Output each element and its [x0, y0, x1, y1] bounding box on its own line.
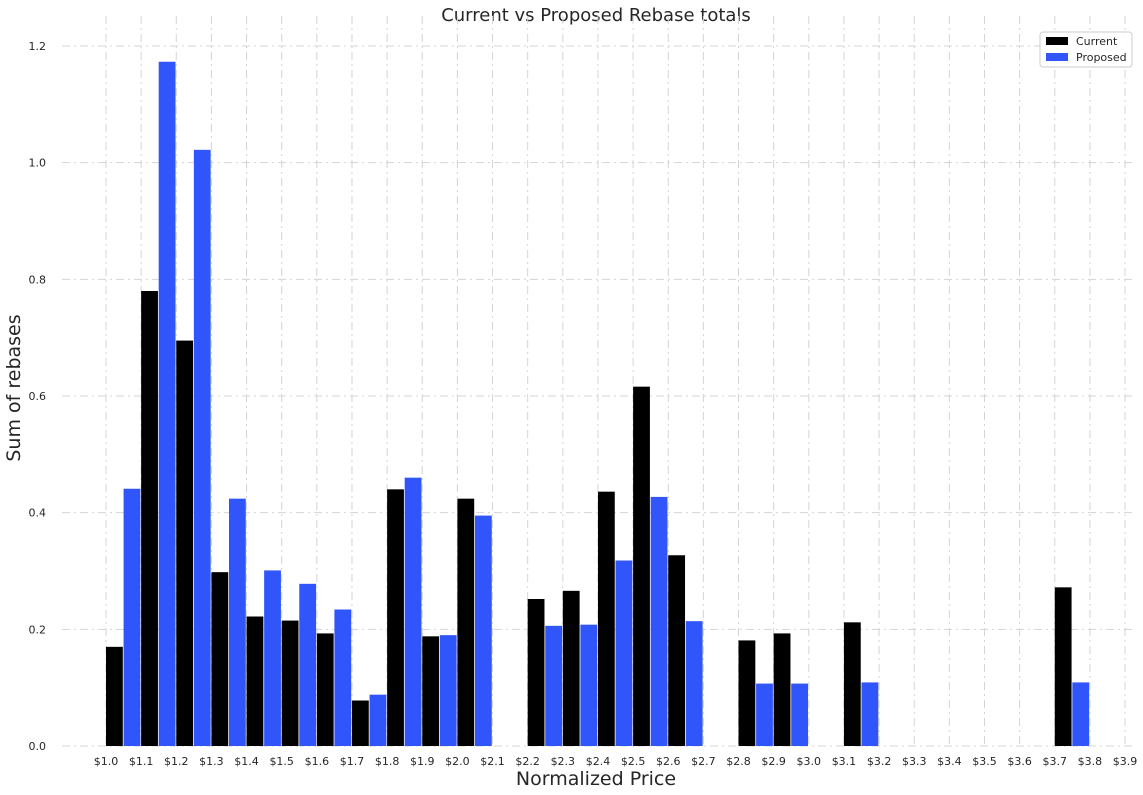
legend-label-proposed: Proposed — [1076, 51, 1127, 64]
x-tick-label: $1.4 — [234, 755, 259, 768]
x-tick-label: $2.1 — [480, 755, 505, 768]
x-tick-label: $2.8 — [726, 755, 751, 768]
y-tick-label: 0.6 — [29, 390, 47, 403]
x-tick-label: $1.7 — [340, 755, 365, 768]
x-tick-label: $3.4 — [937, 755, 962, 768]
bar-proposed-9 — [439, 635, 457, 746]
x-tick-label: $3.0 — [797, 755, 822, 768]
bar-current-7 — [351, 700, 369, 746]
x-tick-label: $1.8 — [375, 755, 400, 768]
bar-proposed-15 — [650, 496, 668, 746]
x-tick-label: $2.0 — [445, 755, 470, 768]
bar-proposed-5 — [299, 583, 317, 746]
bar-proposed-12 — [545, 625, 563, 746]
bar-current-19 — [773, 633, 791, 746]
grid-lines — [62, 16, 1136, 747]
x-tick-label: $1.2 — [164, 755, 189, 768]
bar-current-21 — [843, 622, 861, 746]
bar-proposed-14 — [615, 560, 633, 746]
bar-current-0 — [106, 646, 123, 746]
y-axis-label: Sum of rebases — [3, 314, 25, 461]
y-tick-label: 0.2 — [29, 623, 47, 636]
x-tick-label: $3.7 — [1043, 755, 1068, 768]
bar-proposed-18 — [756, 683, 773, 746]
bar-current-6 — [316, 633, 334, 746]
bar-proposed-10 — [474, 515, 492, 746]
bar-current-18 — [738, 640, 756, 746]
x-tick-label: $2.5 — [621, 755, 646, 768]
x-tick-label: $2.7 — [691, 755, 716, 768]
x-tick-label: $1.3 — [199, 755, 224, 768]
x-tick-label: $2.9 — [761, 755, 786, 768]
legend-label-current: Current — [1076, 35, 1118, 48]
x-tick-label: $2.4 — [586, 755, 611, 768]
x-tick-label: $1.6 — [305, 755, 330, 768]
x-tick-label: $1.0 — [94, 755, 119, 768]
x-tick-label: $2.2 — [515, 755, 540, 768]
bar-proposed-21 — [861, 682, 879, 746]
legend-swatch-proposed — [1046, 53, 1068, 61]
bar-current-14 — [597, 491, 615, 746]
bar-proposed-2 — [193, 149, 211, 747]
x-axis-label: Normalized Price — [516, 768, 676, 790]
bar-current-1 — [141, 291, 158, 746]
bar-current-3 — [211, 572, 229, 746]
bar-proposed-13 — [580, 624, 598, 746]
bar-current-10 — [457, 498, 475, 746]
bar-current-15 — [633, 386, 650, 746]
bar-proposed-19 — [791, 683, 809, 746]
bar-proposed-7 — [369, 694, 387, 746]
x-tick-label: $3.6 — [1007, 755, 1032, 768]
x-tick-label: $3.5 — [972, 755, 997, 768]
y-tick-label: 1.0 — [29, 157, 47, 170]
bar-proposed-16 — [685, 621, 703, 746]
bar-current-5 — [281, 620, 299, 746]
x-tick-label: $3.3 — [902, 755, 927, 768]
bar-proposed-6 — [334, 609, 352, 746]
x-tick-label: $3.8 — [1078, 755, 1103, 768]
bar-current-2 — [176, 340, 194, 746]
x-tick-label: $3.9 — [1113, 755, 1138, 768]
y-tick-label: 0.4 — [29, 507, 47, 520]
bar-proposed-1 — [158, 61, 176, 746]
y-tick-label: 1.2 — [29, 40, 47, 53]
bar-proposed-27 — [1072, 682, 1090, 746]
x-tick-label: $2.3 — [551, 755, 576, 768]
legend-swatch-current — [1046, 37, 1068, 45]
bar-current-9 — [422, 636, 440, 746]
bar-current-4 — [246, 616, 264, 746]
legend: Current Proposed — [1039, 31, 1133, 68]
x-tick-label: $2.6 — [656, 755, 681, 768]
bar-current-13 — [562, 590, 580, 746]
y-tick-label: 0.0 — [29, 740, 47, 753]
bar-current-12 — [527, 599, 545, 746]
bar-current-8 — [387, 489, 404, 746]
x-tick-label: $3.2 — [867, 755, 892, 768]
bar-current-16 — [668, 555, 686, 746]
x-tick-labels: $1.0 $1.1 $1.2 $1.3 $1.4 $1.5 $1.6 $1.7 $1.8 $1.9… — [94, 755, 1138, 768]
bar-proposed-4 — [264, 570, 281, 746]
bars-group — [106, 61, 1090, 747]
y-tick-label: 0.8 — [29, 273, 47, 286]
bar-current-27 — [1054, 587, 1072, 746]
bar-proposed-8 — [404, 477, 422, 746]
x-tick-label: $3.1 — [832, 755, 857, 768]
bar-proposed-0 — [123, 488, 141, 746]
x-tick-label: $1.1 — [129, 755, 154, 768]
x-tick-label: $1.5 — [269, 755, 294, 768]
y-tick-labels: 0.0 0.2 0.4 0.6 0.8 1.0 1.2 — [29, 40, 47, 753]
chart-title: Current vs Proposed Rebase totals — [441, 5, 751, 26]
bar-proposed-3 — [228, 498, 246, 746]
x-tick-label: $1.9 — [410, 755, 435, 768]
